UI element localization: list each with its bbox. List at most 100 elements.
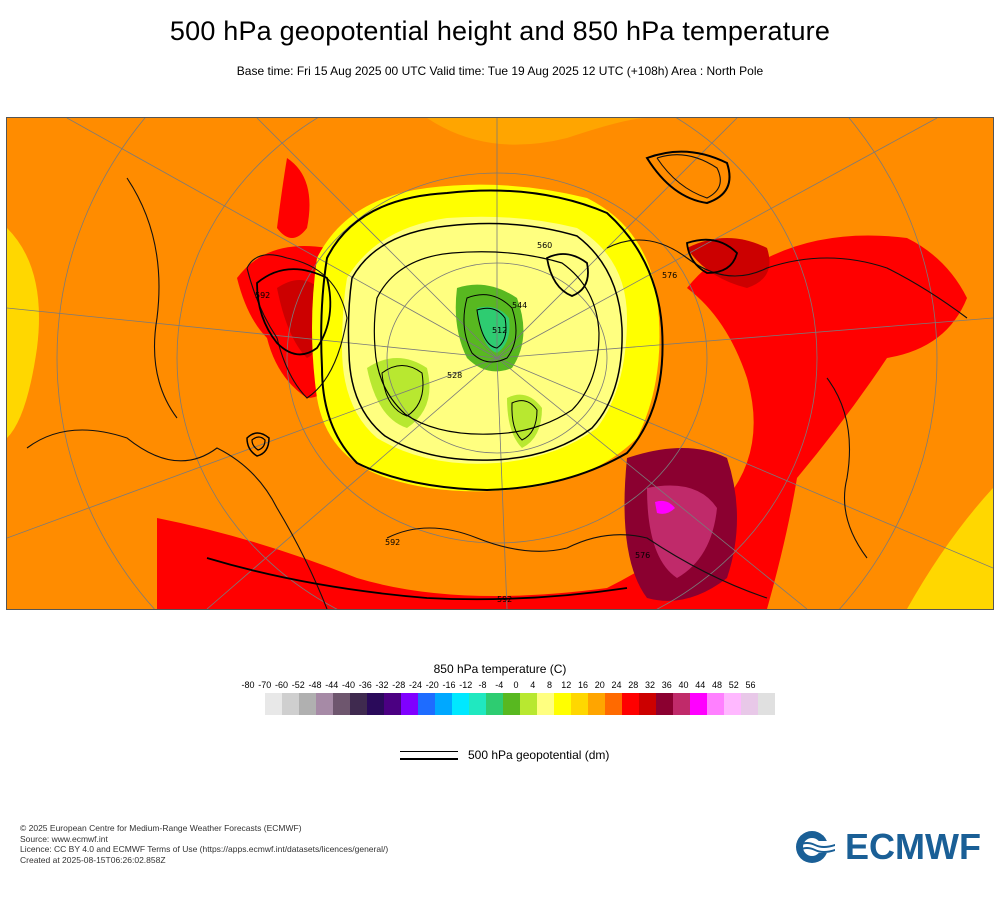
contour-label: 544 [512, 301, 527, 310]
color-swatch [673, 693, 690, 715]
color-swatch [707, 693, 724, 715]
color-swatch [741, 693, 758, 715]
map-panel: 592 576 560 544 528 512 592 576 592 [6, 117, 994, 610]
graticule [7, 118, 993, 609]
contour-label: 576 [635, 551, 650, 560]
legend-tick-label: 44 [695, 680, 706, 690]
color-swatch [350, 693, 367, 715]
legend-tick-label: -36 [358, 680, 372, 690]
color-swatch [656, 693, 673, 715]
contour-label: 560 [537, 241, 552, 250]
coastlines [26, 154, 968, 609]
color-swatch [299, 693, 316, 715]
temperature-legend-ticks: -80 -70 -60 -52 -48 -44 -40 -36 -32 -28 -24 -20 -16-… [0, 680, 1000, 692]
contour-line-sample [400, 749, 458, 761]
color-swatch [418, 693, 435, 715]
geopotential-line-legend: 500 hPa geopotential (dm) [400, 748, 609, 762]
legend-tick-label: 52 [728, 680, 739, 690]
color-swatch [401, 693, 418, 715]
footer-line: Licence: CC BY 4.0 and ECMWF Terms of Us… [20, 844, 389, 854]
color-swatch [622, 693, 639, 715]
page-title: 500 hPa geopotential height and 850 hPa … [169, 16, 831, 46]
color-swatch [367, 693, 384, 715]
color-swatch [554, 693, 571, 715]
contour-label: 512 [492, 326, 507, 335]
legend-tick-label: 0 [513, 680, 519, 690]
legend-tick-label: -8 [478, 680, 487, 690]
contour-labels: 592 576 560 544 528 512 592 576 592 [255, 241, 677, 604]
legend-tick-label: 8 [546, 680, 553, 690]
red-streak-northwest [277, 158, 310, 238]
line-legend-label: 500 hPa geopotential (dm) [468, 748, 610, 762]
color-swatch [588, 693, 605, 715]
legend-tick-label: 32 [644, 680, 656, 690]
legend-tick-label: 28 [628, 680, 639, 690]
legend-tick-label: -70 [258, 680, 272, 690]
footer-line: © 2025 European Centre for Medium-Range … [20, 823, 302, 833]
legend-tick-label: -16 [442, 680, 456, 690]
color-swatch [452, 693, 469, 715]
contour-label: 528 [447, 371, 462, 380]
footer-line: Source: www.ecmwf.int [20, 833, 108, 844]
legend-tick-label: -20 [425, 680, 439, 690]
color-swatch [265, 693, 282, 715]
legend-tick-label: -40 [341, 680, 356, 690]
legend-tick-label: 36 [661, 680, 672, 690]
orange-zone-north [427, 118, 647, 145]
contour-label: 592 [255, 291, 270, 300]
copyright-footer: © 2025 European Centre for Medium-Range … [20, 823, 388, 865]
legend-tick-label: 24 [611, 680, 622, 690]
darkred-zone-siberia [687, 238, 770, 288]
legend-tick-label: -28 [392, 680, 406, 690]
legend-tick-label: -80 [241, 680, 255, 690]
color-swatch [316, 693, 333, 715]
temperature-color-bar [265, 693, 775, 715]
legend-tick-label: 20 [594, 680, 605, 690]
contour-label: 592 [385, 538, 400, 547]
legend-tick-label: 12 [561, 680, 572, 690]
legend-tick-label: -24 [408, 680, 423, 690]
yellow-zone-southeast [907, 488, 993, 609]
color-swatch [486, 693, 503, 715]
legend-tick-label: -44 [325, 680, 339, 690]
legend-tick-label: -60 [274, 680, 289, 690]
magenta-spot [655, 500, 675, 514]
color-swatch [571, 693, 588, 715]
color-swatch [520, 693, 537, 715]
ecmwf-logo-text: ECMWF [845, 826, 981, 867]
color-swatch [469, 693, 486, 715]
legend-tick-label: 16 [577, 680, 589, 690]
color-swatch [690, 693, 707, 715]
red-zone-eurasia [157, 235, 967, 609]
color-swatch [282, 693, 299, 715]
contour-label: 576 [662, 271, 677, 280]
color-swatch [503, 693, 520, 715]
ecmwf-logo-icon [796, 831, 839, 863]
legend-tick-label: -4 [495, 680, 504, 690]
legend-tick-label: 40 [678, 680, 689, 690]
polar-map: 592 576 560 544 528 512 592 576 592 [7, 118, 993, 609]
color-swatch [724, 693, 741, 715]
color-swatch [333, 693, 350, 715]
ecmwf-logo: ECMWF [795, 826, 981, 868]
color-swatch [639, 693, 656, 715]
footer-line: Created at 2025-08-15T06:26:02.858Z [20, 854, 166, 865]
legend-tick-label: -12 [459, 680, 473, 690]
temperature-legend-title: 850 hPa temperature (C) [433, 662, 567, 676]
contour-label: 592 [497, 595, 512, 604]
color-swatch [435, 693, 452, 715]
yellow-zone-west [7, 228, 39, 438]
color-swatch [537, 693, 554, 715]
legend-tick-label: -48 [308, 680, 322, 690]
color-swatch [758, 693, 775, 715]
color-swatch [384, 693, 401, 715]
legend-tick-label: 4 [530, 680, 536, 690]
geopotential-contours [206, 150, 738, 601]
cold-pool-teal [477, 306, 510, 353]
legend-tick-label: -32 [375, 680, 389, 690]
cold-pool-lime-2 [507, 394, 542, 448]
page-subtitle: Base time: Fri 15 Aug 2025 00 UTC Valid … [236, 64, 764, 78]
legend-tick-label: 56 [745, 680, 756, 690]
legend-tick-label: -52 [291, 680, 305, 690]
legend-tick-label: 48 [711, 680, 723, 690]
